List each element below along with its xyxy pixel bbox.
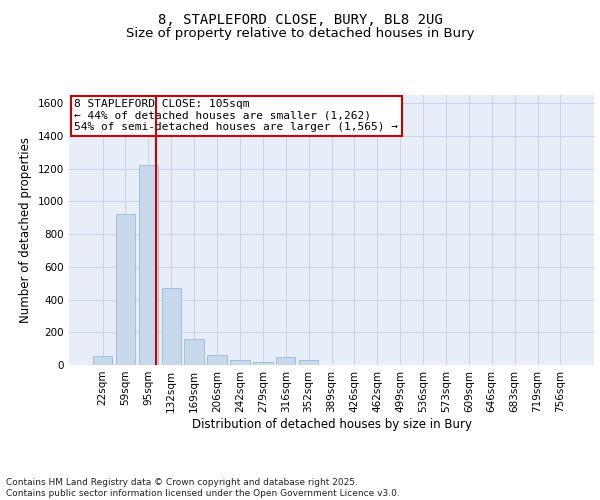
Bar <box>276 357 295 365</box>
Bar <box>299 360 319 365</box>
Y-axis label: Number of detached properties: Number of detached properties <box>19 137 32 323</box>
Bar <box>139 166 158 365</box>
Text: 8, STAPLEFORD CLOSE, BURY, BL8 2UG: 8, STAPLEFORD CLOSE, BURY, BL8 2UG <box>158 12 442 26</box>
Bar <box>253 362 272 365</box>
Bar <box>116 214 135 365</box>
Bar <box>184 339 204 365</box>
X-axis label: Distribution of detached houses by size in Bury: Distribution of detached houses by size … <box>191 418 472 430</box>
Bar <box>208 355 227 365</box>
Text: Contains HM Land Registry data © Crown copyright and database right 2025.
Contai: Contains HM Land Registry data © Crown c… <box>6 478 400 498</box>
Text: Size of property relative to detached houses in Bury: Size of property relative to detached ho… <box>126 28 474 40</box>
Text: 8 STAPLEFORD CLOSE: 105sqm
← 44% of detached houses are smaller (1,262)
54% of s: 8 STAPLEFORD CLOSE: 105sqm ← 44% of deta… <box>74 99 398 132</box>
Bar <box>230 360 250 365</box>
Bar <box>161 288 181 365</box>
Bar <box>93 356 112 365</box>
